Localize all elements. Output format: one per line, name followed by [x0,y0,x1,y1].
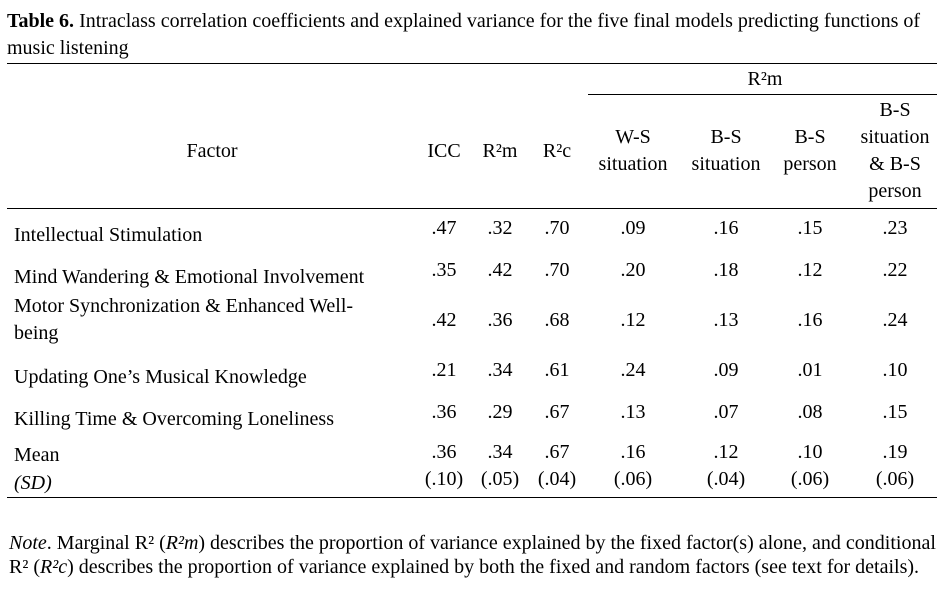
row-factor: Killing Time & Overcoming Loneliness [14,408,334,430]
header-bs-both-1: B-S [879,99,911,121]
row-icc: .21 [431,359,457,381]
row-factor: Intellectual Stimulation [14,224,203,246]
bottom-rule [7,497,937,498]
row-bs-person: .08 [797,401,823,423]
mean-bs-situation: .12 [713,441,739,463]
mean-r2c: .67 [544,441,570,463]
header-factor: Factor [186,140,238,162]
row-r2m: .34 [487,359,513,381]
row-icc: .42 [431,309,457,331]
sd-bs-both: (.06) [875,468,915,490]
row-bs-person: .15 [797,217,823,239]
row-r2c: .70 [544,259,570,281]
row-ws-situation: .13 [620,401,646,423]
row-bs-situation: .09 [713,359,739,381]
row-r2c: .68 [544,309,570,331]
header-bs-both-4: person [868,180,922,202]
row-bs-both: .10 [882,359,908,381]
sd-ws-situation: (.06) [613,468,653,490]
row-factor: Motor Synchronization & Enhanced Well- [14,295,354,317]
mean-label: Mean [14,444,60,466]
row-factor: Mind Wandering & Emotional Involvement [14,266,365,288]
group-rule [588,94,937,95]
row-bs-both: .15 [882,401,908,423]
row-bs-person: .16 [797,309,823,331]
header-rule [7,208,937,209]
row-bs-person: .12 [797,259,823,281]
sd-label: (SD) [14,472,52,494]
header-group-r2m: R²m [747,68,783,90]
row-ws-situation: .24 [620,359,646,381]
row-icc: .35 [431,259,457,281]
row-icc: .47 [431,217,457,239]
header-ws-situation-2: situation [598,153,668,175]
sd-r2c: (.04) [537,468,577,490]
row-bs-both: .24 [882,309,908,331]
row-r2c: .61 [544,359,570,381]
header-ws-situation-1: W-S [615,126,651,148]
row-ws-situation: .20 [620,259,646,281]
header-bs-both-2: situation [860,126,930,148]
row-bs-situation: .13 [713,309,739,331]
row-r2c: .67 [544,401,570,423]
mean-ws-situation: .16 [620,441,646,463]
header-r2m: R²m [482,140,518,162]
header-bs-person-1: B-S [794,126,826,148]
header-icc: ICC [427,140,461,162]
row-icc: .36 [431,401,457,423]
row-r2m: .32 [487,217,513,239]
row-bs-situation: .18 [713,259,739,281]
header-r2c: R²c [542,140,572,162]
row-factor-cont: being [14,322,59,344]
mean-bs-person: .10 [797,441,823,463]
row-bs-both: .23 [882,217,908,239]
table-note: Note. Marginal R² (R²m) describes the pr… [9,532,936,578]
mean-icc: .36 [431,441,457,463]
sd-icc: (.10) [424,468,464,490]
row-r2m: .29 [487,401,513,423]
row-ws-situation: .09 [620,217,646,239]
row-r2m: .42 [487,259,513,281]
header-bs-both-3: & B-S [869,153,921,175]
note-label: Note [9,532,47,554]
sd-r2m: (.05) [480,468,520,490]
mean-bs-both: .19 [882,441,908,463]
row-r2c: .70 [544,217,570,239]
header-bs-situation-2: situation [691,153,761,175]
table-title: Intraclass correlation coefficients and … [7,10,921,59]
table-caption: Table 6. Intraclass correlation coeffici… [7,8,937,62]
row-bs-situation: .16 [713,217,739,239]
mean-r2m: .34 [487,441,513,463]
row-factor: Updating One’s Musical Knowledge [14,366,307,388]
top-rule [7,63,937,64]
sd-bs-situation: (.04) [706,468,746,490]
sd-bs-person: (.06) [790,468,830,490]
header-bs-situation-1: B-S [710,126,742,148]
table-label: Table 6. [7,10,75,32]
header-bs-person-2: person [783,153,837,175]
row-bs-person: .01 [797,359,823,381]
row-bs-both: .22 [882,259,908,281]
row-r2m: .36 [487,309,513,331]
row-ws-situation: .12 [620,309,646,331]
row-bs-situation: .07 [713,401,739,423]
